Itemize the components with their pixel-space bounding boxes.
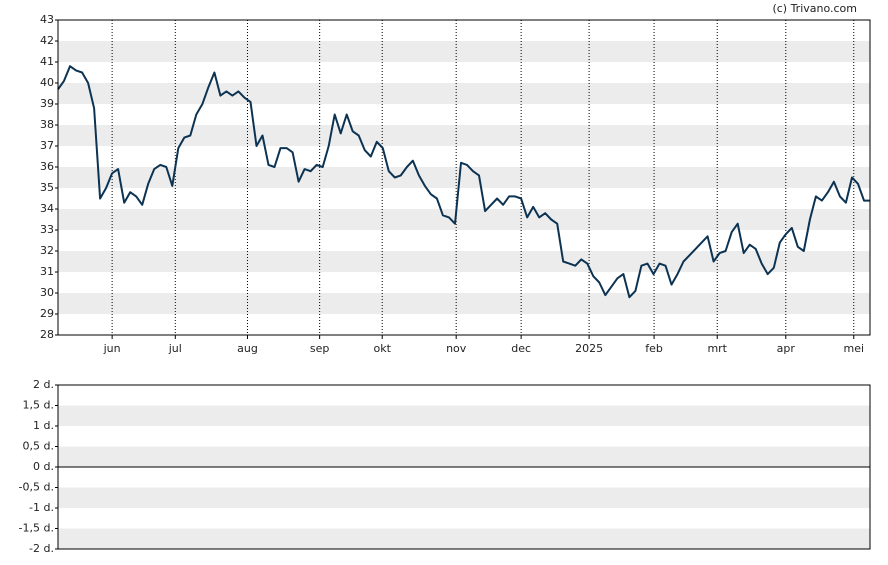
- y-tick-label: 28: [40, 328, 54, 341]
- y-tick-label: 39: [40, 97, 54, 110]
- y-tick-label: 40: [40, 76, 54, 89]
- y-tick-label: 29: [40, 307, 54, 320]
- y-tick-label: 2 d.: [33, 378, 54, 391]
- y-tick-label: 32: [40, 244, 54, 257]
- y-tick-label: 34: [40, 202, 54, 215]
- y-tick-label: 1 d.: [33, 419, 54, 432]
- y-tick-label: 41: [40, 55, 54, 68]
- x-tick-label: feb: [645, 342, 663, 355]
- y-tick-label: 1,5 d.: [23, 399, 54, 412]
- grid-band: [58, 293, 870, 314]
- y-tick-label: -2 d.: [29, 542, 54, 555]
- grid-band: [58, 405, 870, 426]
- grid-band: [58, 125, 870, 146]
- y-tick-label: 42: [40, 34, 54, 47]
- y-tick-label: 37: [40, 139, 54, 152]
- x-tick-label: 2025: [575, 342, 603, 355]
- y-tick-label: 35: [40, 181, 54, 194]
- plot-frame: [57, 19, 871, 336]
- grid-band: [58, 446, 870, 467]
- x-tick-label: jun: [103, 342, 121, 355]
- y-tick-label: 30: [40, 286, 54, 299]
- x-tick-label: mrt: [707, 342, 727, 355]
- x-tick-label: okt: [373, 342, 391, 355]
- grid-band: [58, 83, 870, 104]
- x-tick-label: aug: [237, 342, 258, 355]
- price-line: [57, 65, 870, 299]
- y-tick-label: 0 d.: [33, 460, 54, 473]
- grid-band: [58, 487, 870, 508]
- y-tick-label: -0,5 d.: [19, 481, 54, 494]
- grid-band: [58, 528, 870, 549]
- grid-band: [58, 209, 870, 230]
- y-tick-label: 33: [40, 223, 54, 236]
- y-tick-label: 0,5 d.: [23, 440, 54, 453]
- y-tick-label: -1 d.: [29, 501, 54, 514]
- grid-band: [58, 167, 870, 188]
- x-tick-label: sep: [310, 342, 329, 355]
- grid-band: [58, 251, 870, 272]
- y-tick-label: 31: [40, 265, 54, 278]
- x-tick-label: apr: [777, 342, 796, 355]
- y-tick-label: 43: [40, 13, 54, 26]
- y-tick-label: 36: [40, 160, 54, 173]
- y-tick-label: -1,5 d.: [19, 522, 54, 535]
- x-tick-label: nov: [446, 342, 467, 355]
- grid-band: [58, 41, 870, 62]
- copyright: (c) Trivano.com: [772, 2, 857, 15]
- x-tick-label: jul: [168, 342, 182, 355]
- x-tick-label: mei: [843, 342, 864, 355]
- y-tick-label: 38: [40, 118, 54, 131]
- plot-frame: [57, 384, 871, 550]
- x-tick-label: dec: [511, 342, 531, 355]
